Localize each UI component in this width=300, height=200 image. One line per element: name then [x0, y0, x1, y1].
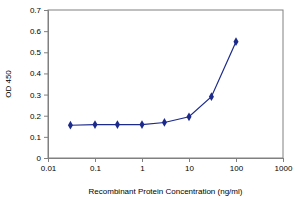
tick-label: 0.7: [30, 6, 42, 15]
tick-mark: [95, 158, 96, 162]
tick: 1: [140, 158, 145, 173]
marker: [139, 120, 144, 129]
data: [68, 37, 239, 129]
tick: 0.1: [90, 158, 102, 173]
tick-mark: [189, 158, 190, 162]
tick-label: 0: [37, 154, 42, 163]
marker: [233, 37, 238, 46]
marker: [162, 118, 167, 127]
tick: 0.6: [30, 27, 48, 36]
tick-label: 0.3: [30, 91, 42, 100]
tick: 0.1: [30, 133, 48, 142]
line: [70, 42, 236, 126]
tick: 0.4: [30, 69, 48, 78]
x-axis: 0.01 0.1 1 10 100 1000: [41, 158, 293, 173]
tick: 0.5: [30, 48, 48, 57]
tick-mark: [44, 158, 48, 159]
tick: 0.3: [30, 91, 48, 100]
chart: 0.01 0.1 1 10 100 1000 0 0.1 0.2 0.3 0.4 0.5 0.6 0.7 R…: [0, 0, 300, 200]
tick-label: 0.01: [41, 164, 57, 173]
tick: 100: [230, 158, 244, 173]
tick-mark: [44, 31, 48, 32]
tick: 0: [37, 154, 48, 163]
marker: [92, 120, 97, 129]
tick-mark: [44, 73, 48, 74]
y-axis-title: OD 450: [4, 70, 13, 98]
tick: 10: [185, 158, 194, 173]
tick-label: 0.1: [30, 133, 42, 142]
x-axis-title: Recombinant Protein Concentration (ng/ml…: [89, 187, 243, 196]
tick-mark: [44, 10, 48, 11]
marker: [115, 120, 120, 129]
marker: [209, 92, 214, 101]
tick-label: 0.2: [30, 112, 42, 121]
tick-label: 100: [230, 164, 244, 173]
axis-line: [49, 159, 284, 163]
tick: 0.01: [41, 158, 57, 173]
tick-mark: [44, 137, 48, 138]
axis-line: [44, 11, 49, 159]
tick-mark: [44, 116, 48, 117]
tick-label: 0.4: [30, 69, 42, 78]
marker: [68, 121, 73, 130]
tick-label: 1: [140, 164, 145, 173]
tick-label: 0.1: [90, 164, 102, 173]
tick: 0.2: [30, 112, 48, 121]
plot-frame: [48, 10, 283, 158]
tick-mark: [142, 158, 143, 162]
marker: [186, 112, 191, 121]
tick-mark: [44, 95, 48, 96]
tick-label: 0.5: [30, 48, 42, 57]
tick-label: 0.6: [30, 27, 42, 36]
tick-label: 1000: [275, 164, 293, 173]
tick-label: 10: [185, 164, 194, 173]
tick: 0.7: [30, 6, 48, 15]
tick-mark: [236, 158, 237, 162]
tick-mark: [283, 158, 284, 162]
tick-mark: [44, 52, 48, 53]
tick: 1000: [275, 158, 293, 173]
plot: 0.01 0.1 1 10 100 1000 0 0.1 0.2 0.3 0.4 0.5 0.6 0.7: [30, 6, 293, 173]
y-axis: 0 0.1 0.2 0.3 0.4 0.5 0.6 0.7: [30, 6, 49, 163]
